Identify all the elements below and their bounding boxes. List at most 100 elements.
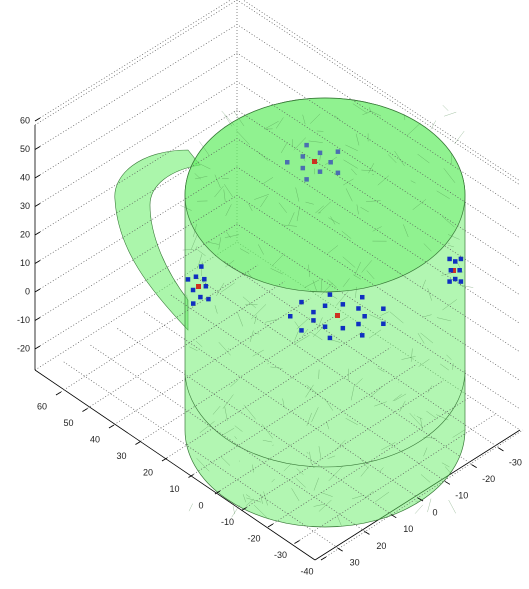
marker-blue xyxy=(341,326,346,331)
tick-mark xyxy=(35,318,40,321)
marker-blue xyxy=(356,322,361,327)
z-tick-label: 0 xyxy=(25,286,30,296)
tick-mark xyxy=(109,425,114,428)
mesh-edge xyxy=(443,105,449,111)
z-tick-label: 20 xyxy=(20,229,30,239)
mesh-edge xyxy=(427,499,431,512)
x-tick-label: 40 xyxy=(90,434,100,444)
mesh-edge xyxy=(449,500,456,513)
marker-blue xyxy=(299,328,304,333)
marker-blue xyxy=(191,288,196,293)
tick-mark xyxy=(35,289,40,292)
x-tick-label: 10 xyxy=(169,484,179,494)
z-tick-label: 10 xyxy=(20,258,30,268)
marker-blue xyxy=(186,277,191,282)
marker-blue xyxy=(194,274,199,279)
mug-surface xyxy=(115,98,473,527)
x-tick-label: 30 xyxy=(116,451,126,461)
marker-blue xyxy=(360,333,365,338)
marker-blue xyxy=(381,306,386,311)
x-tick-label: 60 xyxy=(37,401,47,411)
marker-red xyxy=(196,284,201,289)
tick-mark xyxy=(338,548,343,551)
marker-blue xyxy=(301,154,306,159)
tick-mark xyxy=(136,442,141,445)
z-tick-label: 40 xyxy=(20,172,30,182)
marker-blue xyxy=(191,301,196,306)
tick-mark xyxy=(35,204,40,207)
tick-mark xyxy=(391,515,396,518)
marker-blue xyxy=(318,169,323,174)
tick-mark xyxy=(268,524,273,527)
marker-blue xyxy=(198,295,203,300)
y-tick-label: 0 xyxy=(432,507,437,517)
marker-blue xyxy=(459,279,464,284)
marker-blue xyxy=(447,257,452,262)
mesh-edge xyxy=(415,505,423,514)
x-tick-label: -20 xyxy=(247,533,260,543)
y-tick-label: 10 xyxy=(403,524,413,534)
marker-blue xyxy=(362,314,367,319)
marker-blue xyxy=(336,149,341,154)
marker-blue xyxy=(204,284,209,289)
tick-mark xyxy=(472,465,477,468)
mesh-edge xyxy=(454,131,464,144)
marker-blue xyxy=(304,143,309,148)
marker-blue xyxy=(285,160,290,165)
marker-red xyxy=(312,159,317,164)
marker-blue xyxy=(449,268,454,273)
marker-blue xyxy=(206,297,211,302)
tick-mark xyxy=(35,175,40,178)
marker-blue xyxy=(304,177,309,182)
marker-blue xyxy=(336,171,341,176)
marker-blue xyxy=(381,322,386,327)
z-tick-label: 50 xyxy=(20,144,30,154)
tick-mark xyxy=(35,346,40,349)
z-tick-label: 60 xyxy=(20,115,30,125)
x-tick-label: 0 xyxy=(198,500,203,510)
y-tick-label: -10 xyxy=(455,491,468,501)
mug-rim xyxy=(185,98,465,292)
marker-blue xyxy=(323,324,328,329)
x-tick-label: 20 xyxy=(143,467,153,477)
x-tick-label: -10 xyxy=(221,517,234,527)
marker-blue xyxy=(328,336,333,341)
marker-blue xyxy=(328,160,333,165)
tick-mark xyxy=(35,118,40,121)
tick-mark xyxy=(498,448,503,451)
marker-blue xyxy=(453,259,458,264)
marker-blue xyxy=(299,300,304,305)
marker-blue xyxy=(459,257,464,262)
marker-blue xyxy=(301,166,306,171)
x-tick-label: -30 xyxy=(274,550,287,560)
marker-red xyxy=(335,313,340,318)
x-tick-label: 50 xyxy=(63,418,73,428)
marker-blue xyxy=(311,318,316,323)
tick-mark xyxy=(321,557,326,560)
tick-mark xyxy=(364,531,369,534)
y-tick-label: 30 xyxy=(350,557,360,567)
z-tick-label: 30 xyxy=(20,201,30,211)
y-tick-label: -30 xyxy=(509,457,522,467)
marker-blue xyxy=(328,292,333,297)
chart: 60 50 40 30 20 10 0 -10 -20 60 50 40 30 20 10 0 -10 -20 -3… xyxy=(0,0,529,584)
marker-blue xyxy=(318,151,323,156)
tick-mark xyxy=(56,392,61,395)
tick-mark xyxy=(295,541,300,544)
y-tick-label: 20 xyxy=(376,541,386,551)
marker-blue xyxy=(199,264,204,269)
marker-blue xyxy=(323,304,328,309)
marker-blue xyxy=(341,302,346,307)
marker-blue xyxy=(311,310,316,315)
marker-blue xyxy=(453,277,458,282)
marker-blue xyxy=(457,268,462,273)
marker-blue xyxy=(447,279,452,284)
y-tick-label: -20 xyxy=(482,474,495,484)
marker-blue xyxy=(202,277,207,282)
z-tick-label: -20 xyxy=(17,343,30,353)
mesh-edge xyxy=(232,505,240,517)
mesh-edge xyxy=(444,112,456,116)
x-tick-label: -40 xyxy=(300,566,313,576)
tick-mark xyxy=(35,261,40,264)
z-tick-label: -10 xyxy=(17,315,30,325)
